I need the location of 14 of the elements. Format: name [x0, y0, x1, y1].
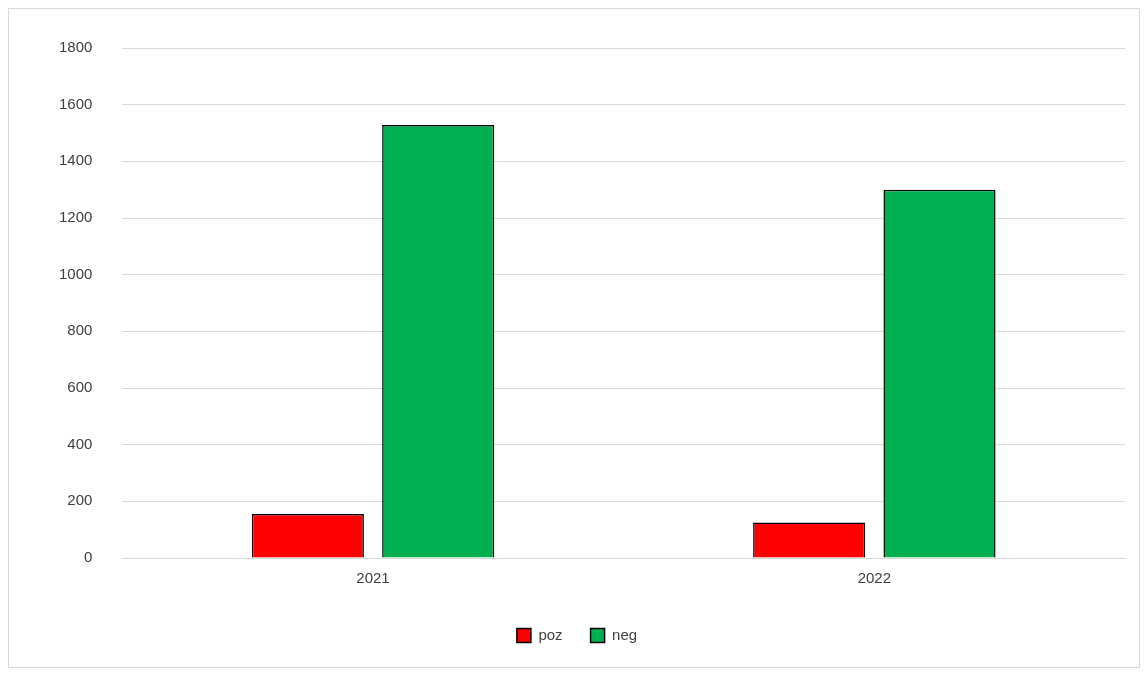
x-tick-label: 2022: [857, 569, 892, 587]
x-tick-label: 2021: [356, 569, 390, 587]
y-tick-label: 800: [67, 321, 93, 339]
y-tick-label: 1400: [58, 151, 93, 169]
y-tick-label: 1000: [58, 264, 93, 282]
y-tick-label: 400: [67, 434, 93, 452]
y-tick-label: 0: [84, 548, 93, 566]
y-tick-label: 600: [67, 378, 93, 396]
y-tick-label: 1200: [58, 208, 93, 226]
y-tick-label: 1600: [58, 94, 93, 112]
legend-label: neg: [612, 625, 638, 643]
legend-label: poz: [538, 625, 563, 643]
y-tick-label: 1800: [58, 38, 93, 56]
y-tick-label: 200: [67, 491, 93, 509]
